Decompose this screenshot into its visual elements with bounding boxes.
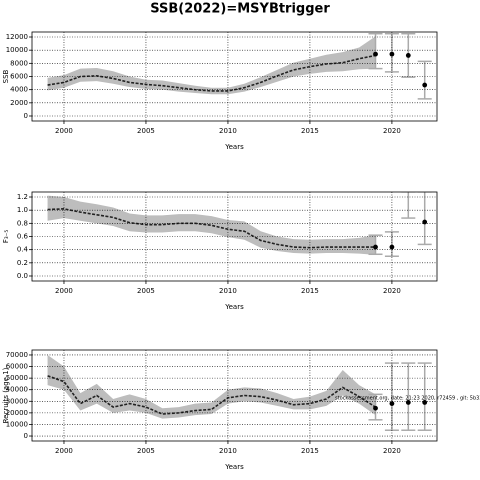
point: [373, 244, 378, 250]
y-tick-label: 0.8: [17, 219, 28, 227]
y-tick-label: 0.2: [17, 259, 28, 267]
x-tick-label: 2005: [137, 287, 155, 295]
x-tick-label: 2015: [301, 287, 319, 295]
x-tick-label: 2000: [55, 447, 73, 455]
x-tick-label: 2010: [219, 287, 237, 295]
error-bar: [401, 362, 416, 431]
point: [422, 82, 428, 88]
point: [373, 405, 378, 411]
x-tick-label: 2015: [301, 447, 319, 455]
y-axis-label: F₃₋₅: [2, 230, 10, 244]
y-tick-label: 6000: [10, 73, 28, 81]
x-tick-label: 2020: [383, 447, 401, 455]
y-tick-label: 10000: [6, 420, 28, 428]
point: [373, 51, 378, 57]
point: [422, 219, 428, 225]
y-tick-label: 70000: [6, 351, 28, 359]
y-axis-label: Recruits (age 1): [2, 367, 10, 423]
error-bar: [368, 32, 383, 70]
figure-title: SSB(2022)=MSYBtrigger: [150, 2, 330, 17]
y-tick-label: 0.6: [17, 233, 29, 241]
confidence-band: [47, 354, 376, 419]
plot: [47, 32, 432, 100]
x-tick-label: 2010: [219, 447, 237, 455]
point: [422, 400, 428, 405]
y-tick-label: 2000: [10, 99, 28, 107]
x-tick-label: 2005: [137, 447, 155, 455]
x-tick-label: 2000: [55, 287, 73, 295]
x-axis-label: Years: [224, 143, 244, 151]
y-tick-label: 60000: [6, 363, 28, 371]
error-bar: [417, 192, 432, 246]
y-tick-label: 50000: [6, 374, 28, 382]
plot: [47, 192, 432, 257]
y-tick-label: 10000: [6, 46, 28, 54]
y-tick-label: 40000: [6, 386, 28, 394]
median-line: [47, 375, 376, 415]
plot-frame: [31, 349, 438, 442]
y-tick-label: 1.0: [17, 206, 28, 214]
x-tick-label: 2020: [383, 127, 401, 135]
y-tick-label: 12000: [6, 33, 28, 41]
y-tick-label: 4000: [10, 86, 28, 94]
plot: [47, 354, 432, 431]
median-line: [47, 208, 376, 249]
x-tick-label: 2010: [219, 127, 237, 135]
y-tick-label: 0: [24, 112, 28, 120]
y-tick-label: 1.2: [17, 193, 28, 201]
annotation: stockassessment.org, date: 21:23 2020, r…: [335, 396, 480, 402]
y-tick-label: 20000: [6, 409, 28, 417]
y-tick-label: 0.4: [17, 246, 29, 254]
error-bar: [417, 60, 432, 100]
x-tick-label: 2020: [383, 287, 401, 295]
y-tick-label: 30000: [6, 397, 28, 405]
error-bar: [401, 192, 416, 219]
y-tick-label: 0.0: [17, 272, 28, 280]
x-axis-label: Years: [224, 463, 244, 471]
confidence-band: [47, 195, 376, 255]
y-axis-label: SSB: [2, 69, 10, 83]
y-tick-label: 8000: [10, 59, 28, 67]
x-tick-label: 2000: [55, 127, 73, 135]
y-tick-label: 0: [24, 432, 28, 440]
confidence-band: [47, 36, 376, 95]
x-tick-label: 2015: [301, 127, 319, 135]
point: [389, 51, 395, 57]
x-axis-label: Years: [224, 303, 244, 311]
point: [405, 53, 411, 58]
point: [389, 401, 395, 407]
x-tick-label: 2005: [137, 127, 155, 135]
error-bar: [417, 362, 432, 431]
